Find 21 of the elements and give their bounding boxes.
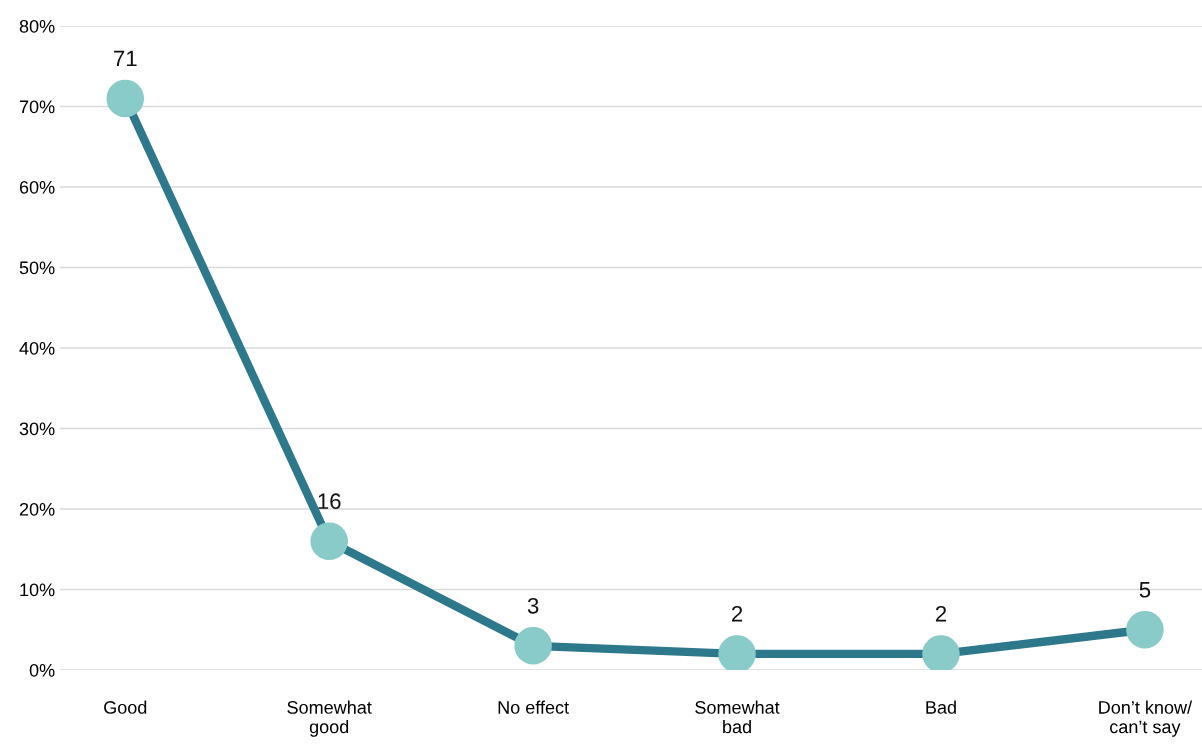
x-tick-label: Bad (926, 700, 956, 714)
data-label: 3 (527, 597, 539, 614)
y-tick-label: 50% (19, 261, 55, 275)
y-tick-label: 30% (19, 422, 55, 436)
data-label: 2 (731, 605, 743, 622)
data-label: 16 (318, 493, 341, 510)
x-tick-label: No effect (498, 700, 569, 714)
y-tick-label: 80% (19, 19, 55, 33)
y-tick-label: 10% (20, 583, 55, 597)
x-tick-label: Don’t know/ can’t say (1099, 700, 1193, 737)
x-tick-label: Somewhat bad (695, 700, 780, 734)
y-tick-label: 40% (19, 341, 55, 355)
data-label: 5 (1139, 582, 1151, 598)
data-label: 71 (114, 50, 137, 67)
y-tick-label: 70% (19, 100, 55, 114)
y-tick-label: 60% (19, 180, 55, 194)
data-label: 2 (935, 605, 947, 622)
x-tick-label: Good (104, 700, 147, 714)
x-tick-label: Somewhat good (287, 700, 372, 737)
y-tick-label: 20% (19, 502, 55, 516)
y-tick-label: 0% (29, 663, 55, 677)
